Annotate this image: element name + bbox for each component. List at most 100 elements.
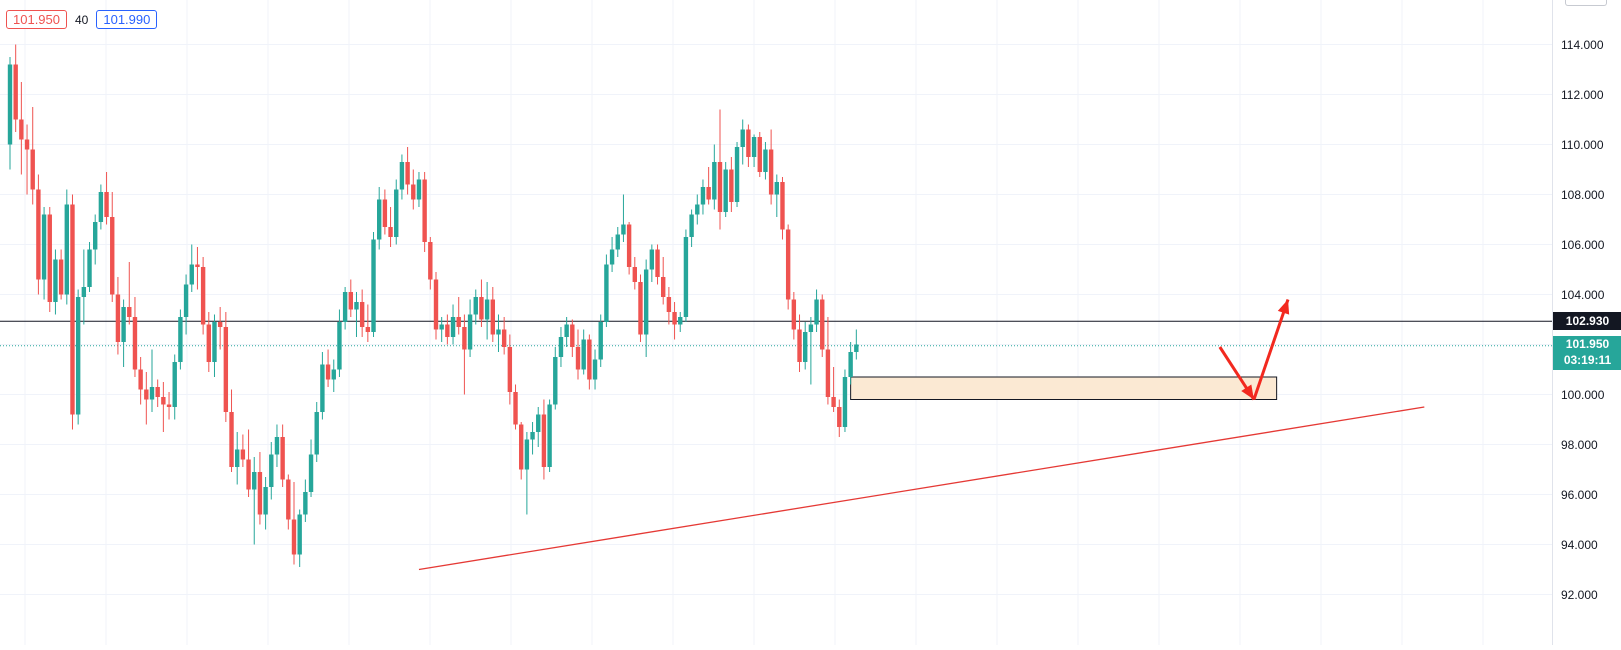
candle-body: [496, 329, 501, 335]
candle-body: [30, 149, 35, 190]
candle-body: [257, 472, 263, 515]
candle-body: [547, 404, 552, 467]
candle-body: [252, 472, 257, 490]
candle-body: [808, 324, 814, 332]
price-tick-label: 112.000: [1561, 87, 1604, 102]
candle-body: [854, 344, 859, 352]
candle-body: [121, 307, 126, 342]
candle-body: [700, 187, 706, 205]
candle-body: [536, 414, 541, 432]
candle-body: [263, 487, 268, 515]
candle-body: [399, 162, 405, 190]
candle-body: [592, 359, 598, 380]
price-tick-label: 100.000: [1561, 387, 1605, 402]
candle-body: [269, 454, 274, 487]
candle-body: [411, 184, 416, 200]
candle-body: [689, 214, 694, 237]
candle-body: [831, 397, 836, 407]
candle-body: [342, 292, 348, 322]
projection-arrow-down-head: [1241, 384, 1254, 400]
candle-body: [791, 299, 797, 330]
candle-body: [729, 169, 734, 202]
candle-body: [189, 264, 194, 285]
price-tick-label: 92.000: [1561, 587, 1598, 602]
candle-body: [626, 224, 632, 267]
candle-body: [768, 149, 774, 195]
projection-arrow-up-shaft: [1252, 299, 1290, 400]
candle-body: [575, 347, 581, 370]
candle-body: [524, 439, 530, 470]
candle-body: [797, 329, 802, 362]
candle-body: [325, 364, 331, 380]
candle-body: [780, 182, 785, 230]
candle-body: [47, 214, 52, 302]
candle-body: [717, 162, 723, 212]
candle-body: [280, 437, 285, 480]
candle-body: [246, 459, 251, 490]
candle-body: [632, 267, 637, 282]
candle-body: [655, 249, 660, 277]
buy-price-button[interactable]: 101.990: [96, 10, 158, 29]
candle-body: [814, 299, 819, 325]
candle-body: [581, 339, 586, 370]
candle-body: [484, 299, 490, 320]
projection-arrow-up-head: [1277, 299, 1290, 315]
candle-body: [456, 317, 461, 327]
candle-body: [751, 137, 757, 157]
candle-body: [479, 297, 484, 320]
candle-body: [621, 224, 626, 235]
price-scale[interactable]: 114.000 112.000 110.000 108.000 106.000 …: [1552, 0, 1621, 645]
candle-body: [394, 189, 399, 237]
last-price-tag: 101.950 03:19:11: [1553, 335, 1621, 370]
candle-body: [462, 327, 467, 350]
candle-body: [473, 297, 478, 315]
candle-body: [200, 267, 206, 325]
candle-body: [240, 449, 246, 460]
candle-body: [98, 192, 104, 222]
chart-area[interactable]: [0, 0, 1552, 645]
candle-body: [127, 307, 132, 317]
candle-body: [303, 492, 308, 515]
last-price-label: 101.950: [1565, 336, 1610, 351]
candle-body: [785, 229, 791, 300]
candle-body: [661, 277, 666, 297]
candle-body: [615, 234, 620, 250]
candle-body: [286, 479, 291, 520]
sell-price-button[interactable]: 101.950: [6, 10, 67, 29]
candle-body: [445, 324, 450, 337]
price-tick-label: 110.000: [1561, 137, 1604, 152]
candle-body: [388, 227, 393, 237]
candle-body: [337, 322, 342, 370]
candle-body: [7, 64, 13, 145]
candle-body: [53, 259, 58, 302]
candlestick-chart[interactable]: [0, 0, 1552, 645]
candle-body: [513, 392, 518, 425]
candle-body: [695, 204, 700, 215]
candle-body: [530, 432, 535, 440]
candle-body: [712, 162, 717, 200]
candle-body: [734, 147, 740, 202]
candle-body: [757, 137, 762, 172]
trendline: [418, 406, 1425, 571]
candle-body: [348, 292, 353, 310]
candle-body: [138, 369, 143, 390]
candle-body: [274, 437, 280, 455]
candle-body: [149, 387, 155, 400]
candle-body: [382, 199, 388, 227]
candle-body: [519, 424, 524, 470]
candle-body: [638, 282, 643, 335]
candle-body: [172, 362, 177, 407]
candle-body: [331, 369, 336, 380]
candle-body: [553, 357, 558, 405]
candle-body: [297, 514, 302, 555]
scale-menu-handle[interactable]: [1565, 0, 1607, 6]
candle-body: [132, 317, 138, 370]
candle-body: [291, 519, 297, 555]
candle-body: [643, 269, 649, 335]
candle-body: [416, 179, 422, 200]
candle-body: [842, 377, 848, 427]
candle-body: [24, 139, 30, 150]
candle-body: [195, 264, 200, 267]
candle-body: [87, 249, 92, 287]
candle-body: [541, 414, 547, 467]
